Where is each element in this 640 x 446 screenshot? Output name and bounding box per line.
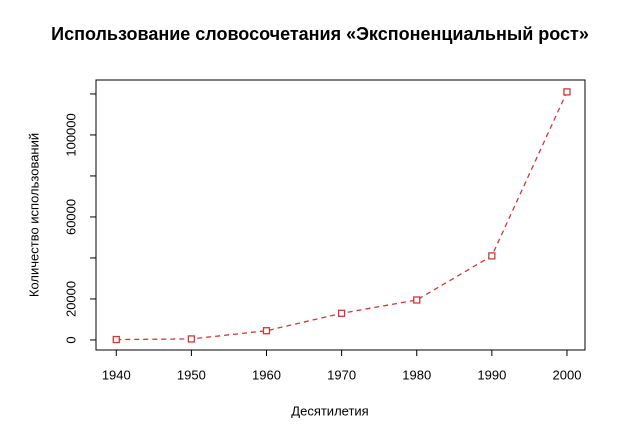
x-tick-label: 2000	[553, 367, 582, 382]
x-tick-label: 1970	[327, 367, 356, 382]
y-tick-label: 20000	[63, 281, 78, 317]
data-point	[413, 296, 421, 304]
chart-title: Использование словосочетания «Экспоненци…	[51, 24, 589, 44]
y-tick-label: 100000	[63, 113, 78, 156]
y-axis-label: Количество использований	[26, 133, 41, 297]
data-line	[116, 91, 568, 341]
data-point	[563, 88, 571, 96]
y-tick-label: 0	[63, 336, 78, 343]
x-tick-label: 1990	[477, 367, 506, 382]
x-tick-label: 1980	[402, 367, 431, 382]
x-axis-label: Десятилетия	[291, 403, 368, 418]
x-tick-label: 1960	[252, 367, 281, 382]
data-point	[262, 327, 271, 335]
data-point	[112, 335, 120, 344]
data-point	[337, 309, 346, 317]
x-tick-label: 1950	[177, 367, 206, 382]
y-tick-label: 60000	[63, 199, 78, 235]
plot-frame	[95, 79, 586, 351]
data-point	[488, 252, 496, 260]
x-tick-label: 1940	[102, 367, 131, 382]
data-point	[187, 335, 196, 343]
